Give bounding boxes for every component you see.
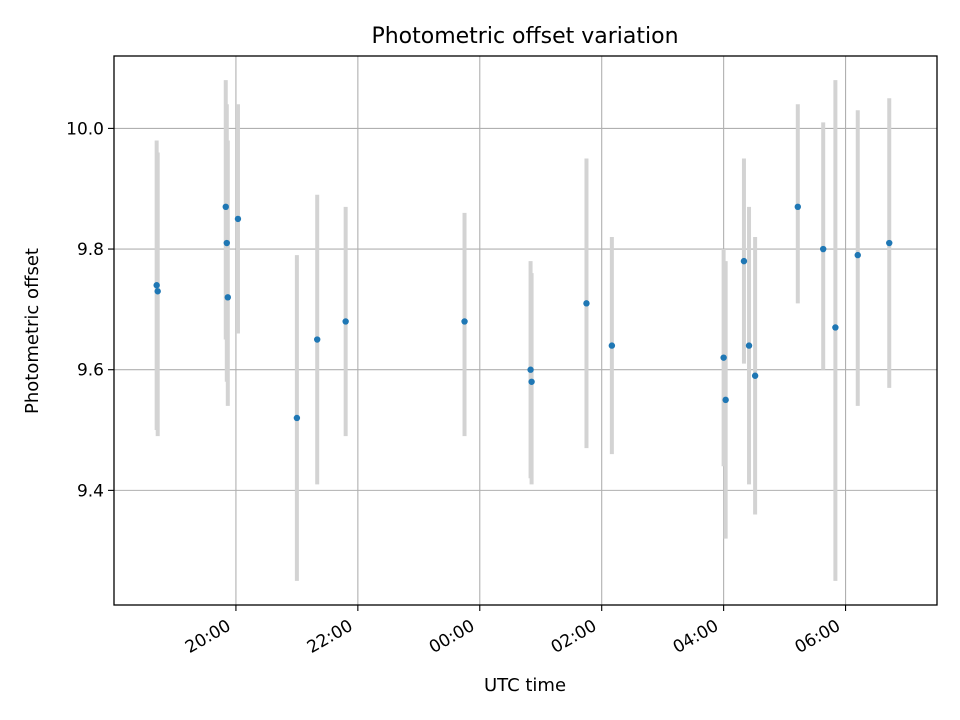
data-point	[223, 239, 230, 247]
data-point	[293, 414, 301, 422]
y-tick-label: 10.0	[66, 119, 104, 139]
plot-frame	[113, 55, 938, 606]
data-point	[154, 288, 161, 295]
chart-title: Photometric offset variation	[371, 24, 678, 49]
data-point	[583, 300, 590, 307]
data-point	[608, 342, 616, 349]
data-point	[314, 336, 321, 343]
grid-lines	[114, 56, 937, 605]
x-axis-label: UTC time	[484, 675, 566, 696]
data-point	[224, 294, 231, 301]
data-point	[528, 378, 535, 385]
data-point	[794, 203, 802, 211]
data-point	[832, 324, 839, 331]
data-point	[342, 318, 349, 325]
data-point	[720, 354, 727, 361]
data-point	[751, 372, 759, 379]
data-point	[745, 342, 753, 349]
data-point	[461, 318, 468, 325]
y-tick-label: 9.4	[77, 481, 104, 501]
data-point	[886, 239, 893, 247]
y-axis-label: Photometric offset	[22, 248, 43, 414]
data-point	[527, 366, 534, 373]
data-points	[153, 203, 893, 422]
y-tick-label: 9.6	[77, 361, 104, 381]
data-point	[854, 251, 861, 259]
data-point	[234, 215, 242, 223]
data-point	[153, 282, 160, 289]
data-point	[820, 245, 827, 253]
y-tick-label: 9.8	[77, 240, 104, 260]
data-point	[222, 203, 229, 211]
data-point	[740, 257, 748, 265]
data-point	[722, 396, 729, 404]
y-axis-ticks: 9.4 9.6 9.8 10.0	[66, 119, 114, 501]
